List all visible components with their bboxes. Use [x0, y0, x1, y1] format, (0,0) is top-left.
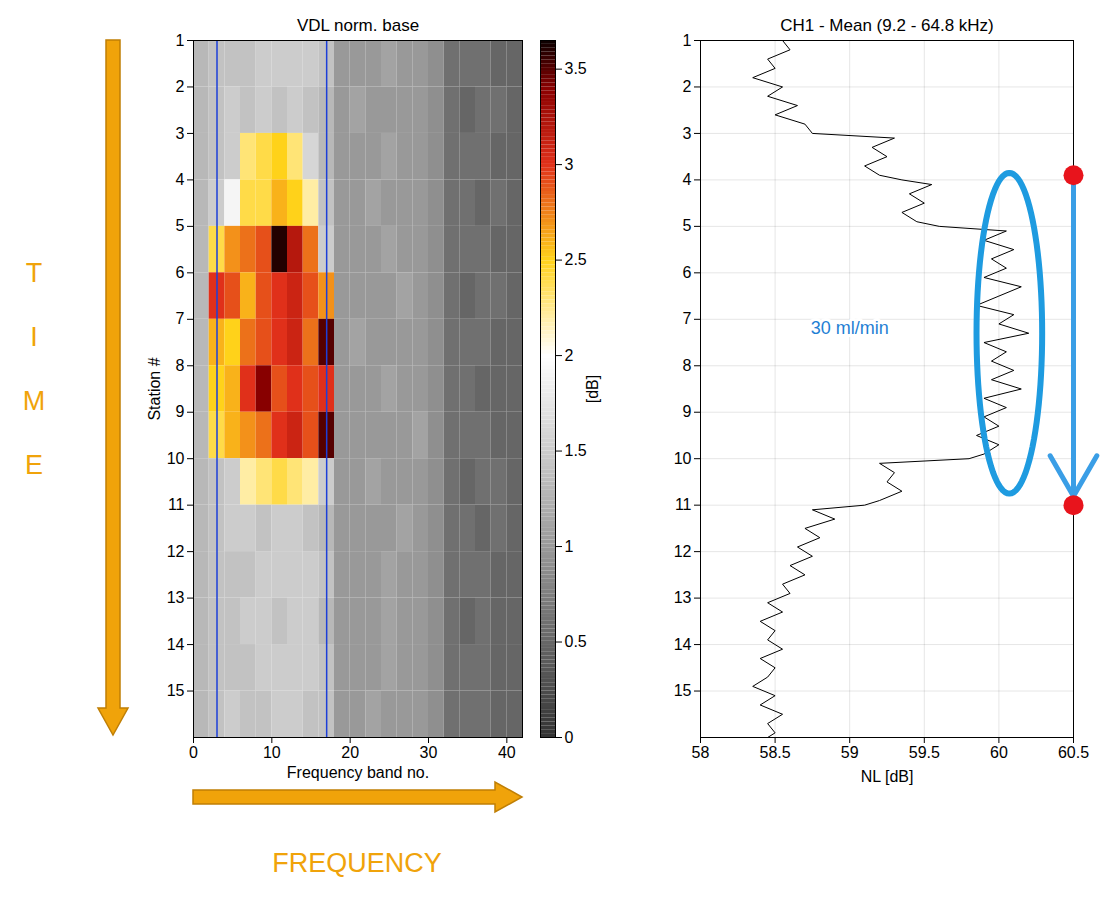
svg-text:10: 10 [167, 450, 185, 467]
svg-text:58.5: 58.5 [760, 744, 791, 761]
svg-text:8: 8 [176, 357, 185, 374]
svg-text:3.5: 3.5 [565, 60, 587, 77]
svg-text:0: 0 [565, 729, 574, 746]
svg-text:60: 60 [990, 744, 1008, 761]
svg-text:10: 10 [263, 744, 281, 761]
svg-text:CH1 - Mean (9.2 - 64.8 kHz): CH1 - Mean (9.2 - 64.8 kHz) [780, 16, 994, 35]
svg-text:2.5: 2.5 [565, 251, 587, 268]
svg-text:59.5: 59.5 [909, 744, 940, 761]
svg-text:15: 15 [167, 682, 185, 699]
svg-text:1: 1 [176, 32, 185, 49]
svg-text:[dB]: [dB] [584, 375, 601, 403]
svg-text:I: I [30, 322, 38, 352]
svg-text:30 ml/min: 30 ml/min [811, 318, 889, 338]
svg-text:60.5: 60.5 [1058, 744, 1089, 761]
svg-text:1: 1 [565, 538, 574, 555]
svg-text:VDL norm. base: VDL norm. base [297, 16, 419, 35]
svg-text:11: 11 [675, 496, 692, 513]
svg-text:0: 0 [189, 744, 198, 761]
svg-text:14: 14 [674, 636, 692, 653]
svg-text:1: 1 [683, 32, 692, 49]
svg-text:13: 13 [674, 589, 692, 606]
svg-text:12: 12 [674, 543, 692, 560]
svg-text:8: 8 [683, 357, 692, 374]
svg-text:Frequency band no.: Frequency band no. [287, 764, 429, 781]
svg-text:14: 14 [167, 636, 185, 653]
svg-text:6: 6 [176, 264, 185, 281]
svg-text:9: 9 [176, 403, 185, 420]
svg-text:FREQUENCY: FREQUENCY [272, 848, 442, 878]
svg-text:6: 6 [683, 264, 692, 281]
svg-text:15: 15 [674, 682, 692, 699]
svg-text:NL [dB]: NL [dB] [861, 768, 914, 785]
svg-text:3: 3 [683, 125, 692, 142]
svg-text:58: 58 [692, 744, 710, 761]
svg-text:5: 5 [176, 217, 185, 234]
svg-text:20: 20 [341, 744, 359, 761]
svg-text:11: 11 [168, 496, 185, 513]
svg-text:3: 3 [565, 156, 574, 173]
svg-text:9: 9 [683, 403, 692, 420]
svg-text:2: 2 [176, 78, 185, 95]
svg-text:4: 4 [176, 171, 185, 188]
svg-text:30 ml/min: 30 ml/min [811, 318, 889, 338]
svg-text:0.5: 0.5 [565, 633, 587, 650]
svg-text:2: 2 [565, 347, 574, 364]
svg-text:13: 13 [167, 589, 185, 606]
svg-text:2: 2 [683, 78, 692, 95]
svg-text:59: 59 [841, 744, 859, 761]
svg-text:3: 3 [176, 125, 185, 142]
svg-text:5: 5 [683, 217, 692, 234]
svg-text:M: M [23, 386, 46, 416]
svg-text:7: 7 [176, 310, 185, 327]
svg-text:T: T [26, 258, 43, 288]
svg-text:40: 40 [498, 744, 516, 761]
svg-text:30: 30 [420, 744, 438, 761]
svg-text:10: 10 [674, 450, 692, 467]
svg-text:4: 4 [683, 171, 692, 188]
svg-text:1.5: 1.5 [565, 442, 587, 459]
svg-text:12: 12 [167, 543, 185, 560]
svg-text:7: 7 [683, 310, 692, 327]
svg-text:Station #: Station # [146, 357, 163, 420]
svg-text:E: E [25, 450, 43, 480]
